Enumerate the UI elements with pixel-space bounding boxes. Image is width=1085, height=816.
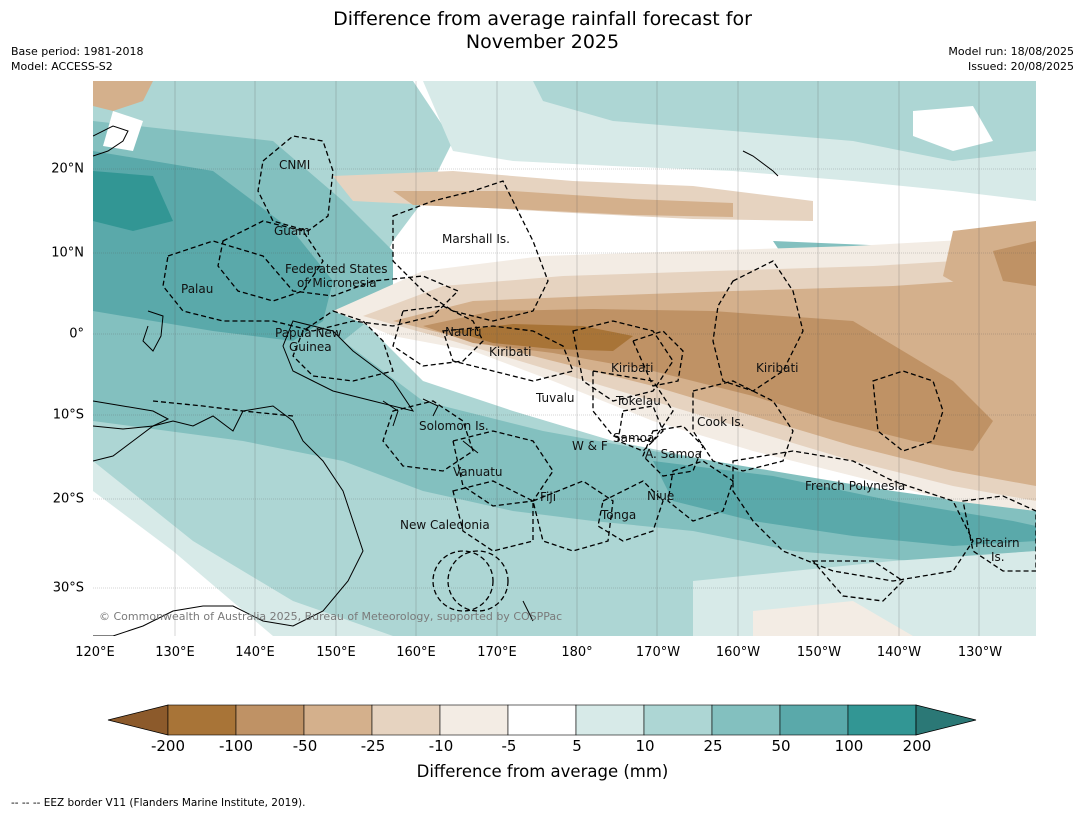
lat-label: 10°S <box>52 407 84 423</box>
place-label: Marshall Is. <box>442 232 510 246</box>
lat-label: 20°N <box>51 161 84 177</box>
place-label: Vanuatu <box>453 465 503 479</box>
place-label: Tonga <box>600 508 636 522</box>
place-label: A. Samoa <box>645 447 702 461</box>
model-run: Model run: 18/08/2025 <box>948 45 1074 58</box>
place-label: Kiribati <box>756 361 798 375</box>
copyright-text: © Commonwealth of Australia 2025, Bureau… <box>99 610 562 623</box>
lon-label: 140°E <box>235 645 275 660</box>
colorbar-bin <box>779 704 849 736</box>
colorbar <box>107 704 977 736</box>
title-line-2: November 2025 <box>465 31 620 53</box>
lat-label: 20°S <box>52 491 84 507</box>
colorbar-bin <box>847 704 917 736</box>
base-period: Base period: 1981-2018 <box>11 45 144 58</box>
place-label: Fiji <box>540 490 556 504</box>
colorbar-bin <box>439 704 509 736</box>
place-label: Tuvalu <box>535 391 575 405</box>
colorbar-bin <box>643 704 713 736</box>
issued-date: Issued: 20/08/2025 <box>967 60 1074 73</box>
lon-label: 180° <box>561 645 593 660</box>
colorbar-bin <box>371 704 441 736</box>
place-label: French Polynesia <box>805 479 905 493</box>
place-label: CNMI <box>279 158 310 172</box>
title-line-1: Difference from average rainfall forecas… <box>333 8 752 30</box>
colorbar-extend-low <box>107 704 169 736</box>
place-label: W & F <box>572 439 608 453</box>
colorbar-tick-label: 5 <box>572 737 582 755</box>
colorbar-bin <box>167 704 237 736</box>
lat-label: 0° <box>69 326 84 342</box>
lat-label: 30°S <box>52 580 84 596</box>
graticule <box>93 81 1036 636</box>
place-label: Kiribati <box>611 361 653 375</box>
colorbar-bin <box>507 704 577 736</box>
colorbar-tick-label: 200 <box>902 737 932 755</box>
map-title: Difference from average rainfall forecas… <box>0 8 1085 54</box>
colorbar-tick-label: -5 <box>501 737 517 755</box>
place-label: Federated States <box>285 262 387 276</box>
colorbar-tick-label: -50 <box>292 737 318 755</box>
colorbar-bin <box>711 704 781 736</box>
place-label: Guam <box>274 224 310 238</box>
place-label: Niue <box>647 489 674 503</box>
place-label: Guinea <box>289 340 332 354</box>
lon-label: 170°E <box>477 645 517 660</box>
colorbar-title: Difference from average (mm) <box>416 762 669 781</box>
lon-label: 120°E <box>75 645 115 660</box>
lon-label: 130°W <box>957 645 1003 660</box>
lat-label: 10°N <box>51 245 84 261</box>
eez-legend-note: -- -- -- EEZ border V11 (Flanders Marine… <box>11 797 306 809</box>
colorbar-tick-label: 25 <box>703 737 723 755</box>
lon-label: 150°E <box>316 645 356 660</box>
colorbar-tick-label: 50 <box>771 737 791 755</box>
place-label: Pitcairn <box>975 536 1020 550</box>
colorbar-tick-label: -25 <box>360 737 386 755</box>
colorbar-bin <box>575 704 645 736</box>
lon-label: 150°W <box>796 645 842 660</box>
lon-label: 160°E <box>396 645 436 660</box>
lon-label: 130°E <box>155 645 195 660</box>
place-label: of Micronesia <box>297 276 377 290</box>
place-label: Is. <box>991 550 1005 564</box>
lon-label: 170°W <box>635 645 681 660</box>
colorbar-bin <box>303 704 373 736</box>
place-label: Papua New <box>275 326 342 340</box>
rainfall-map: CNMI Guam Marshall Is. Federated States … <box>93 81 1036 636</box>
coastlines <box>93 125 779 636</box>
eez-borders <box>152 135 1036 612</box>
meta-left: Base period: 1981-2018 Model: ACCESS-S2 <box>11 44 143 74</box>
place-labels: CNMI Guam Marshall Is. Federated States … <box>181 158 1020 564</box>
colorbar-tick-label: 10 <box>635 737 655 755</box>
meta-right: Model run: 18/08/2025 Issued: 20/08/2025 <box>948 44 1074 74</box>
place-label: Kiribati <box>489 345 531 359</box>
colorbar-tick-label: -200 <box>150 737 186 755</box>
colorbar-tick-label: 100 <box>834 737 864 755</box>
lon-label: 160°W <box>715 645 761 660</box>
colorbar-tick-label: -100 <box>218 737 254 755</box>
place-label: New Caledonia <box>400 518 490 532</box>
place-label: Samoa <box>613 431 654 445</box>
place-label: Solomon Is. <box>419 419 489 433</box>
colorbar-bin <box>235 704 305 736</box>
place-label: Tokelau <box>615 394 661 408</box>
lon-label: 140°W <box>876 645 922 660</box>
place-label: Nauru <box>445 325 481 339</box>
colorbar-extend-high <box>915 704 977 736</box>
colorbar-tick-label: -10 <box>428 737 454 755</box>
model-name: Model: ACCESS-S2 <box>11 60 113 73</box>
place-label: Cook Is. <box>697 415 744 429</box>
place-label: Palau <box>181 282 213 296</box>
